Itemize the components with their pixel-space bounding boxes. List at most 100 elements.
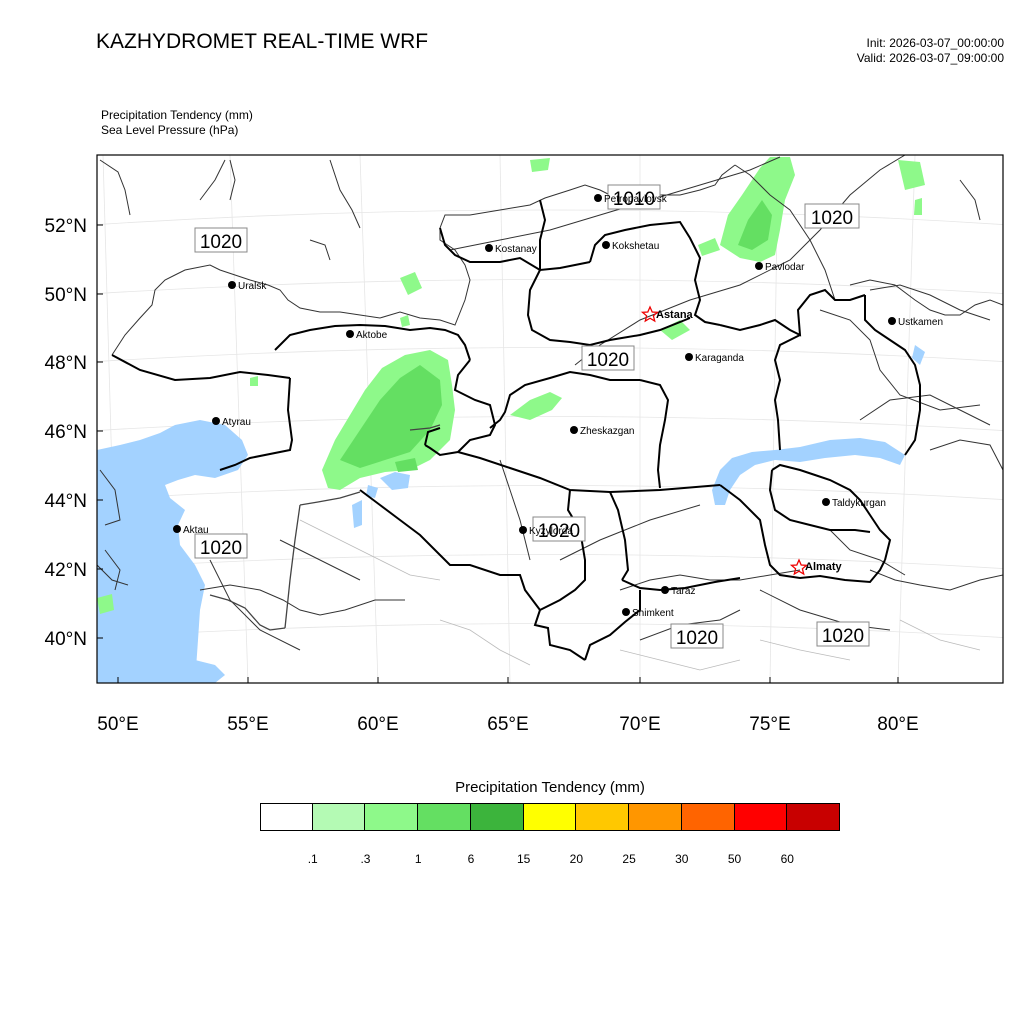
svg-text:Karaganda: Karaganda [695, 353, 744, 364]
run-info: Init: 2026-03-07_00:00:00 Valid: 2026-03… [857, 36, 1004, 66]
colorbar-tick-label: 6 [467, 852, 475, 866]
svg-text:1020: 1020 [538, 521, 580, 542]
svg-text:1020: 1020 [676, 628, 718, 649]
isobar-labels: 1020 1010 1020 1020 1020 1020 1020 1020 [194, 184, 870, 649]
svg-text:Astana: Astana [656, 309, 694, 321]
city-aktobe: Aktobe [346, 330, 388, 341]
colorbar-swatch [470, 803, 524, 831]
lon-label: 70°E [619, 714, 660, 735]
isobar-label: 1020 [581, 345, 635, 371]
colorbar-tick-label: 15 [516, 852, 531, 866]
terrain-lines [299, 519, 981, 671]
svg-text:Ustkamen: Ustkamen [898, 317, 943, 328]
colorbar-swatch [418, 803, 471, 831]
city-aktau: Aktau [173, 525, 209, 536]
city-uralsk: Uralsk [228, 281, 267, 292]
city-shimkent: Shimkent [622, 608, 674, 619]
svg-text:Petropavlovsk: Petropavlovsk [604, 194, 668, 205]
svg-text:Atyrau: Atyrau [222, 417, 251, 428]
colorbar-tick-label: 25 [622, 852, 636, 866]
svg-text:Aktobe: Aktobe [356, 330, 388, 341]
lat-label: 44°N [45, 491, 87, 512]
svg-text:Kostanay: Kostanay [495, 244, 537, 255]
city-taldykurgan: Taldykurgan [822, 498, 886, 509]
svg-text:Uralsk: Uralsk [238, 281, 267, 292]
colorbar-tick-label: .3 [360, 852, 371, 866]
city-kyzylorda: Kyzylorda [519, 526, 573, 537]
lon-label: 55°E [227, 714, 268, 735]
colorbar-swatch [734, 803, 788, 831]
caspian-sea [97, 420, 248, 683]
lon-label: 50°E [97, 714, 138, 735]
isobar-label: 1020 [804, 203, 860, 229]
colorbar-swatch [681, 803, 735, 831]
lat-label: 52°N [45, 216, 87, 237]
lon-label: 60°E [357, 714, 398, 735]
city-karaganda: Karaganda [685, 353, 744, 364]
svg-text:1020: 1020 [811, 208, 853, 229]
svg-text:Aktau: Aktau [183, 525, 209, 536]
svg-text:1020: 1020 [587, 350, 629, 371]
balkhash-lake [712, 438, 905, 505]
colorbar [260, 803, 840, 831]
city-kostanay: Kostanay [485, 244, 537, 255]
field-list: Precipitation Tendency (mm) Sea Level Pr… [101, 108, 253, 138]
svg-text:Almaty: Almaty [805, 561, 843, 573]
colorbar-swatch [629, 803, 682, 831]
city-taraz: Taraz [661, 586, 695, 597]
isobar-label: 1020 [670, 623, 724, 649]
colorbar-frame [260, 803, 840, 831]
valid-time: Valid: 2026-03-07_09:00:00 [856, 51, 1004, 65]
field-slp-label: Sea Level Pressure (hPa) [101, 123, 239, 137]
lon-labels: 50°E 55°E 60°E 65°E 70°E 75°E 80°E [97, 714, 918, 735]
colorbar-tick-label: 50 [727, 852, 742, 866]
city-ustkamen: Ustkamen [888, 317, 943, 328]
svg-text:Zheskazgan: Zheskazgan [580, 426, 634, 437]
city-zheskazgan: Zheskazgan [570, 426, 634, 437]
svg-text:Taldykurgan: Taldykurgan [832, 498, 886, 509]
svg-text:Kyzylorda: Kyzylorda [529, 526, 573, 537]
city-pavlodar: Pavlodar [755, 262, 805, 273]
lon-label: 80°E [877, 714, 918, 735]
colorbar-swatch [523, 803, 577, 831]
lat-label: 50°N [45, 285, 87, 306]
lat-label: 48°N [45, 353, 87, 374]
region-borders [111, 199, 921, 661]
colorbar-swatch [365, 803, 419, 831]
field-precip-label: Precipitation Tendency (mm) [101, 108, 253, 122]
lat-labels: 52°N 50°N 48°N 46°N 44°N 42°N 40°N [45, 216, 87, 650]
city-petropavlovsk: Petropavlovsk [594, 194, 668, 205]
svg-text:1020: 1020 [200, 538, 242, 559]
colorbar-swatch [260, 803, 313, 831]
capital-star-icon [789, 558, 809, 576]
isobar-label: 1020 [816, 621, 870, 647]
country-borders [97, 164, 1003, 616]
svg-text:1020: 1020 [822, 626, 864, 647]
colorbar-tick-label: 20 [569, 852, 584, 866]
isobar-label: 1020 [194, 533, 248, 559]
city-kokshetau: Kokshetau [602, 241, 659, 252]
colorbar-tick-label: 1 [414, 852, 422, 866]
isobar-label: 1020 [532, 516, 586, 542]
isobar-label: 1020 [194, 227, 248, 253]
lon-label: 65°E [487, 714, 528, 735]
svg-text:1020: 1020 [200, 232, 242, 253]
colorbar-tick-label: 30 [675, 852, 689, 866]
map-frame [96, 154, 1004, 684]
colorbar-title: Precipitation Tendency (mm) [455, 779, 645, 796]
svg-text:Taraz: Taraz [671, 586, 695, 597]
cities: Petropavlovsk Kostanay Kokshetau Pavloda… [173, 194, 943, 619]
lat-label: 42°N [45, 560, 87, 581]
colorbar-swatch [576, 803, 630, 831]
colorbar-tick-label: .1 [307, 852, 318, 866]
svg-text:1010: 1010 [613, 189, 655, 210]
isobar-label: 1010 [607, 184, 661, 210]
lat-label: 46°N [45, 422, 87, 443]
init-time: Init: 2026-03-07_00:00:00 [866, 36, 1004, 50]
country-borders-south [209, 424, 441, 631]
map-layers [97, 155, 1003, 683]
lon-label: 75°E [749, 714, 790, 735]
lat-label: 40°N [45, 629, 87, 650]
city-almaty: Almaty [789, 558, 843, 576]
